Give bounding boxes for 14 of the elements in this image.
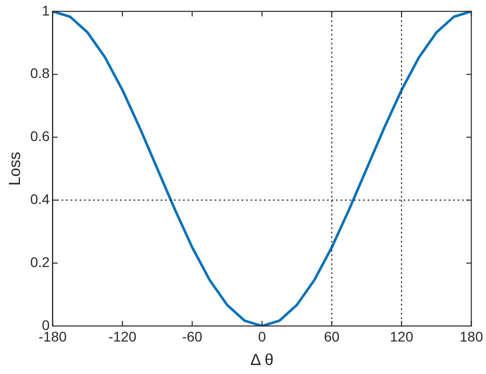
y-tick-label: 1: [42, 2, 50, 18]
x-axis-title: Δ θ: [250, 352, 274, 369]
x-tick-label: 180: [460, 328, 484, 344]
x-tick-label: -120: [108, 328, 137, 344]
y-tick-label: 0.2: [30, 254, 50, 270]
y-tick-label: 0.8: [30, 65, 50, 82]
x-tick-label: -60: [182, 328, 203, 344]
y-axis-title: Loss: [7, 152, 24, 186]
y-tick-label: 0: [42, 316, 50, 333]
x-tick-label: 60: [324, 328, 340, 344]
y-tick-label: 0.6: [30, 128, 50, 144]
x-tick-label: 0: [258, 328, 266, 344]
y-tick-label: 0.4: [30, 191, 50, 208]
x-tick-label: 120: [390, 328, 414, 344]
